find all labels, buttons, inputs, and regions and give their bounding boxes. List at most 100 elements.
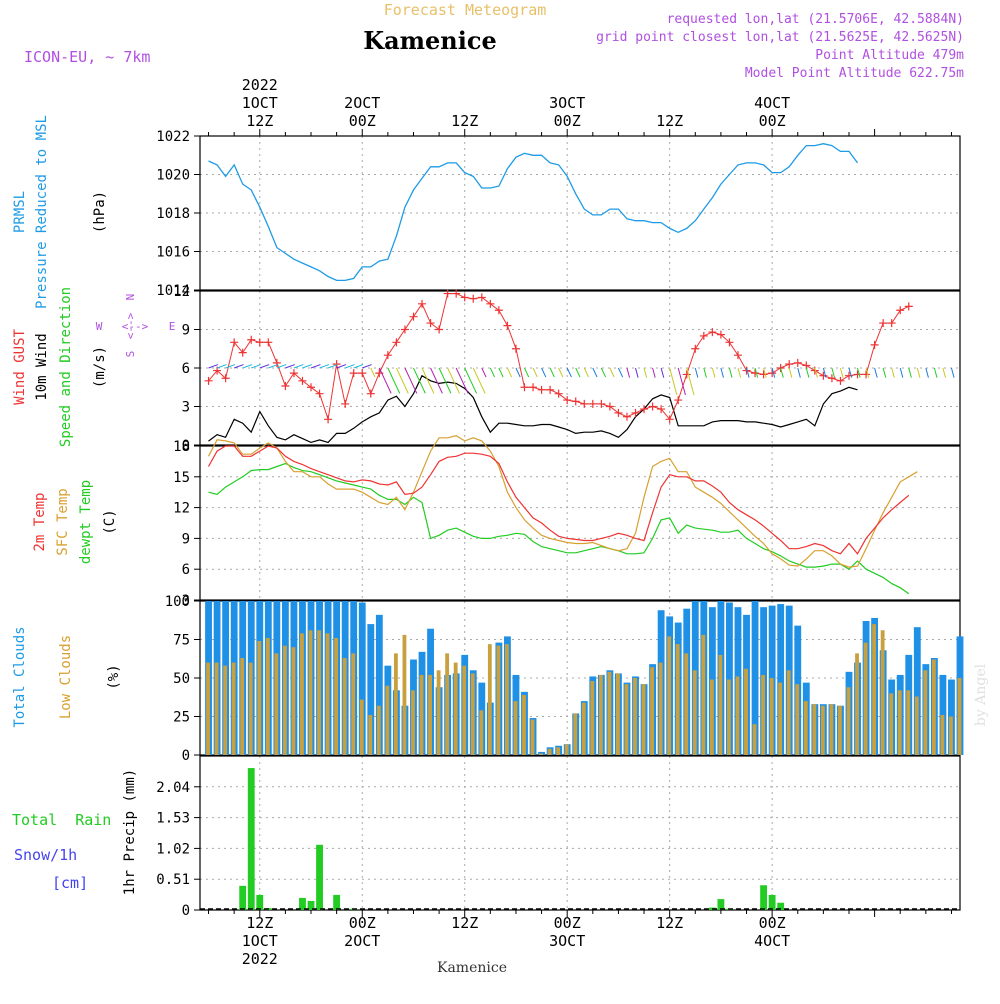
gust-marker [418, 299, 427, 308]
precip-panel: 0 0.51 1.02 1.53 2.04 [156, 755, 961, 919]
wind-direction-arrow [481, 367, 487, 378]
gust-marker [204, 376, 213, 385]
top-time-label: 4OCT [754, 94, 790, 112]
gust-marker [657, 405, 666, 414]
wind-direction-arrow [711, 367, 716, 378]
low-cloud-bar [581, 702, 586, 755]
low-cloud-bar [803, 701, 808, 755]
compass-w: W [96, 320, 103, 333]
gust-marker [307, 383, 316, 392]
top-time-label: 3OCT [549, 94, 585, 112]
wind-direction-arrow [916, 367, 921, 378]
wind-direction-arrow [489, 367, 496, 378]
low-cloud-bar [479, 710, 484, 755]
gust-marker [708, 328, 717, 337]
gust-marker [785, 360, 794, 369]
low-cloud-bar [240, 657, 245, 755]
gust-line [208, 293, 910, 421]
gust-marker [554, 389, 563, 398]
wind-direction-arrow [259, 364, 270, 369]
wind-direction-arrow [430, 367, 443, 394]
bottom-time-label: 1OCT [242, 932, 278, 950]
rain-bar [777, 902, 785, 910]
wind-direction-arrow [370, 367, 376, 378]
temperature-frame [199, 445, 961, 601]
sfc-temp-line [207, 435, 918, 568]
gust-marker [477, 293, 486, 302]
gust-marker [443, 289, 452, 298]
low-cloud-bar [556, 747, 561, 755]
low-cloud-bar [513, 701, 518, 755]
rain-bar [333, 894, 341, 910]
low-cloud-bar [436, 670, 441, 755]
gust-marker [571, 397, 580, 406]
wind-direction-arrow [780, 367, 784, 378]
wind-direction-arrow [771, 367, 776, 378]
wind-direction-arrow [541, 367, 547, 378]
rain-bar [247, 768, 255, 910]
compass-we-arrow: <--> [122, 320, 149, 333]
wind-label-gust: Wind GUST [12, 329, 28, 405]
gust-marker [853, 370, 862, 379]
precip-frame [199, 755, 961, 911]
precip-ytick-label: 1.53 [156, 811, 190, 827]
precip-ytick-label: 1.02 [156, 841, 190, 857]
temperature-ytick-label: 18 [173, 439, 190, 455]
gust-marker [879, 319, 888, 328]
low-cloud-bar [598, 674, 603, 755]
wind-direction-arrow [285, 364, 295, 369]
low-cloud-bar [317, 630, 321, 755]
temperature-ytick-label: 15 [173, 470, 190, 486]
wind-direction-arrow [822, 367, 827, 378]
gust-marker [588, 399, 597, 408]
low-cloud-bar [573, 713, 578, 755]
gust-marker [759, 370, 768, 379]
top-time-label: 00Z [349, 112, 376, 130]
wind-direction-arrow [754, 367, 759, 378]
precip-ytick-label: 2.04 [156, 780, 190, 796]
total-cloud-bar [913, 627, 921, 755]
wind-direction-arrow [669, 367, 678, 396]
wind-direction-arrow [728, 367, 733, 378]
wind-direction-arrow [319, 364, 330, 369]
low-cloud-bar [402, 634, 407, 755]
compass-n: N [124, 294, 137, 301]
total-cloud-bar [939, 674, 947, 755]
low-cloud-bar [607, 671, 612, 755]
wind-direction-arrow [310, 364, 321, 369]
low-cloud-bar [564, 744, 569, 755]
gust-marker [631, 408, 640, 417]
wind-direction-arrow [302, 364, 313, 369]
wind-direction-arrow [865, 367, 870, 378]
gust-marker [247, 335, 256, 344]
gust-marker [725, 338, 734, 347]
info-point-altitude: Point Altitude 479m [815, 48, 964, 63]
gust-marker [272, 358, 281, 367]
info-model-altitude: Model Point Altitude 622.75m [745, 66, 964, 81]
pressure-line [208, 143, 859, 282]
wind-ytick-label: 0 [182, 438, 190, 454]
gust-marker [674, 396, 683, 405]
top-time-label: 00Z [759, 112, 786, 130]
location-title: Kamenice [363, 26, 497, 55]
low-cloud-bar [505, 644, 509, 755]
gust-marker [580, 399, 589, 408]
wind-direction-arrow [763, 367, 767, 378]
low-cloud-bar [616, 673, 620, 755]
temp-label-2m: 2m Temp [32, 492, 48, 551]
bottom-time-label: 00Z [349, 914, 376, 932]
low-cloud-bar [393, 653, 398, 755]
low-cloud-bar [624, 684, 629, 755]
wind-direction-arrow [720, 367, 724, 378]
clouds-ytick-label: 0 [182, 748, 190, 764]
low-cloud-bar [214, 662, 219, 755]
low-cloud-bar [282, 645, 287, 755]
gust-marker [494, 306, 503, 315]
cloud-label-low: Low Clouds [58, 635, 74, 719]
clouds-ytick-label: 25 [173, 710, 190, 726]
wind-frame [199, 290, 961, 446]
low-cloud-bar [248, 662, 253, 755]
bottom-time-label: 12Z [656, 914, 683, 932]
low-cloud-bar [539, 753, 543, 755]
